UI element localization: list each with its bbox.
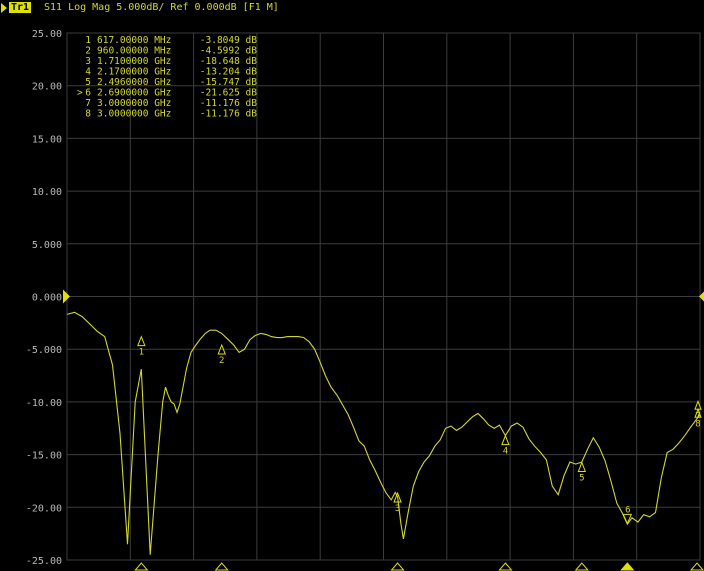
reference-level-marker-left-icon <box>63 289 70 304</box>
marker-8-label: 8 <box>695 419 700 429</box>
marker-4-triangle-icon[interactable] <box>501 434 510 446</box>
marker-value: -13.204 dB <box>200 67 257 78</box>
marker-frequency: 617.00000 MHz <box>97 35 171 46</box>
s11-trace-line <box>66 311 701 555</box>
marker-value: -11.176 dB <box>200 109 257 120</box>
marker-active-indicator: > <box>77 88 83 99</box>
marker-8-triangle-icon[interactable] <box>694 407 702 418</box>
y-tick-label: -25.00 <box>26 556 62 567</box>
reference-markers <box>63 289 704 304</box>
marker-1-label: 1 <box>139 348 144 358</box>
y-tick-label: 5.000 <box>32 240 62 251</box>
marker-frequency: 960.00000 MHz <box>97 46 171 57</box>
marker-frequency: 2.6900000 GHz <box>97 88 171 99</box>
marker-frequency: 1.7100000 GHz <box>97 56 171 67</box>
marker-number: 6 <box>85 88 91 99</box>
marker-value: -18.648 dB <box>200 56 257 67</box>
marker-6-label: 6 <box>625 505 630 515</box>
marker-2-triangle-icon[interactable] <box>217 343 226 355</box>
y-tick-label: 25.00 <box>32 29 62 40</box>
marker-number: 7 <box>85 98 91 109</box>
marker-value: -3.8049 dB <box>200 35 257 46</box>
trace-settings-text[interactable]: S11 Log Mag 5.000dB/ Ref 0.000dB [F1 M] <box>44 2 279 13</box>
marker-3-label: 3 <box>395 504 400 514</box>
marker-glyphs: 1 2 3 4 5 6 78 <box>137 335 702 525</box>
marker-5-label: 5 <box>579 473 584 483</box>
y-tick-label: -5.000 <box>26 345 62 356</box>
trace-header: Tr1 S11 Log Mag 5.000dB/ Ref 0.000dB [F1… <box>0 0 704 18</box>
marker-6-triangle-icon[interactable] <box>622 513 633 525</box>
marker-table: 1 617.00000 MHz -3.8049 dB 2 960.00000 MHz -4… <box>77 35 257 120</box>
active-trace-arrow-icon <box>1 3 7 13</box>
y-tick-label: 10.00 <box>32 187 62 198</box>
marker-7-label: 7 <box>695 411 700 421</box>
marker-5-position-indicator-icon[interactable] <box>574 562 589 571</box>
marker-value: -4.5992 dB <box>200 46 257 57</box>
y-axis-ticks: 25.00 20.00 15.00 10.00 5.000 0.000 -5.000 -10.… <box>26 29 62 567</box>
y-tick-label: 20.00 <box>32 82 62 93</box>
reference-level-marker-right-icon <box>699 291 704 302</box>
marker-frequency: 3.0000000 GHz <box>97 109 171 120</box>
marker-2-label: 2 <box>219 356 224 366</box>
marker-3-position-indicator-icon[interactable] <box>390 562 405 571</box>
marker-frequency: 2.1700000 GHz <box>97 67 171 78</box>
marker-number: 4 <box>85 67 91 78</box>
marker-6-position-indicator-icon[interactable] <box>620 562 635 571</box>
marker-number: 8 <box>85 109 91 120</box>
y-tick-label: 15.00 <box>32 134 62 145</box>
marker-number: 3 <box>85 56 91 67</box>
bottom-marker-indicators <box>134 562 704 571</box>
marker-1-triangle-icon[interactable] <box>137 335 146 347</box>
marker-frequency: 2.4960000 GHz <box>97 77 171 88</box>
y-tick-label: -10.00 <box>26 398 62 409</box>
y-tick-label: -15.00 <box>26 451 62 462</box>
marker-2-position-indicator-icon[interactable] <box>214 562 229 571</box>
marker-number: 5 <box>85 77 91 88</box>
trace-tag[interactable]: Tr1 <box>9 2 32 13</box>
marker-number: 2 <box>85 46 91 57</box>
marker-number: 1 <box>85 35 91 46</box>
marker-7-position-indicator-icon[interactable] <box>689 562 704 571</box>
marker-1-position-indicator-icon[interactable] <box>134 562 149 571</box>
marker-4-position-indicator-icon[interactable] <box>498 562 513 571</box>
marker-value: -21.625 dB <box>200 88 257 99</box>
grid <box>67 33 700 560</box>
marker-3-triangle-icon[interactable] <box>393 491 402 503</box>
y-tick-label: 0.000 <box>32 293 62 304</box>
marker-frequency: 3.0000000 GHz <box>97 98 171 109</box>
marker-value: -15.747 dB <box>200 77 257 88</box>
marker-5-triangle-icon[interactable] <box>577 461 587 472</box>
marker-4-label: 4 <box>503 447 508 457</box>
y-tick-label: -20.00 <box>26 503 62 514</box>
marker-value: -11.176 dB <box>200 98 257 109</box>
